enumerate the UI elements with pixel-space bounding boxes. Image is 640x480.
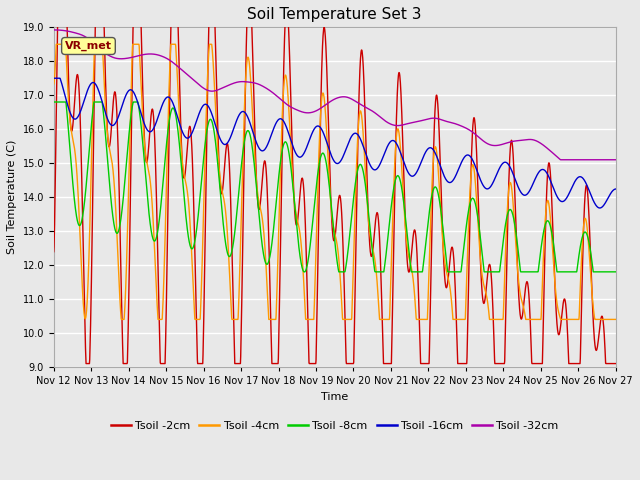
Tsoil -2cm (324, 90, 332, 96)
Tsoil -4cm (596, 316, 604, 322)
Tsoil -4cm (79, 291, 86, 297)
Tsoil -2cm (596, 322, 604, 328)
Tsoil -8cm (300, 269, 308, 275)
Tsoil -2cm (309, 360, 317, 366)
Tsoil -32cm (596, 157, 604, 163)
Tsoil -4cm (612, 316, 620, 322)
Line: Tsoil -4cm: Tsoil -4cm (54, 44, 616, 319)
Tsoil -8cm (323, 167, 331, 172)
Tsoil -8cm (50, 99, 58, 105)
Line: Tsoil -32cm: Tsoil -32cm (54, 30, 616, 160)
Tsoil -16cm (323, 140, 331, 146)
Tsoil -2cm (596, 324, 604, 330)
Text: VR_met: VR_met (65, 41, 112, 51)
Line: Tsoil -2cm: Tsoil -2cm (54, 21, 616, 363)
Title: Soil Temperature Set 3: Soil Temperature Set 3 (248, 7, 422, 22)
Tsoil -16cm (79, 103, 86, 109)
Tsoil -32cm (50, 27, 58, 33)
X-axis label: Time: Time (321, 392, 348, 402)
Tsoil -16cm (596, 205, 604, 211)
Tsoil -16cm (596, 205, 604, 211)
Tsoil -8cm (612, 269, 620, 275)
Tsoil -32cm (79, 32, 86, 38)
Tsoil -2cm (50, 249, 58, 254)
Tsoil -16cm (308, 130, 316, 136)
Line: Tsoil -8cm: Tsoil -8cm (54, 102, 616, 272)
Tsoil -2cm (493, 360, 500, 366)
Tsoil -32cm (596, 157, 604, 163)
Y-axis label: Soil Temperature (C): Soil Temperature (C) (7, 140, 17, 254)
Tsoil -4cm (493, 316, 500, 322)
Tsoil -16cm (492, 172, 500, 178)
Tsoil -16cm (612, 186, 620, 192)
Tsoil -16cm (50, 75, 58, 81)
Tsoil -32cm (308, 109, 316, 115)
Tsoil -32cm (492, 143, 500, 148)
Tsoil -8cm (79, 215, 86, 220)
Tsoil -2cm (79, 219, 86, 225)
Tsoil -16cm (595, 205, 603, 211)
Tsoil -2cm (82, 360, 90, 366)
Tsoil -32cm (557, 157, 564, 163)
Tsoil -8cm (493, 269, 500, 275)
Line: Tsoil -16cm: Tsoil -16cm (54, 78, 616, 208)
Tsoil -8cm (308, 222, 316, 228)
Tsoil -8cm (596, 269, 604, 275)
Tsoil -4cm (52, 41, 60, 47)
Tsoil -4cm (50, 82, 58, 87)
Tsoil -2cm (54, 18, 61, 24)
Tsoil -4cm (309, 316, 317, 322)
Tsoil -4cm (596, 316, 604, 322)
Tsoil -32cm (323, 101, 331, 107)
Tsoil -32cm (612, 157, 620, 163)
Tsoil -4cm (324, 146, 332, 152)
Legend: Tsoil -2cm, Tsoil -4cm, Tsoil -8cm, Tsoil -16cm, Tsoil -32cm: Tsoil -2cm, Tsoil -4cm, Tsoil -8cm, Tsoi… (106, 417, 563, 435)
Tsoil -8cm (596, 269, 604, 275)
Tsoil -2cm (612, 360, 620, 366)
Tsoil -4cm (118, 316, 125, 322)
